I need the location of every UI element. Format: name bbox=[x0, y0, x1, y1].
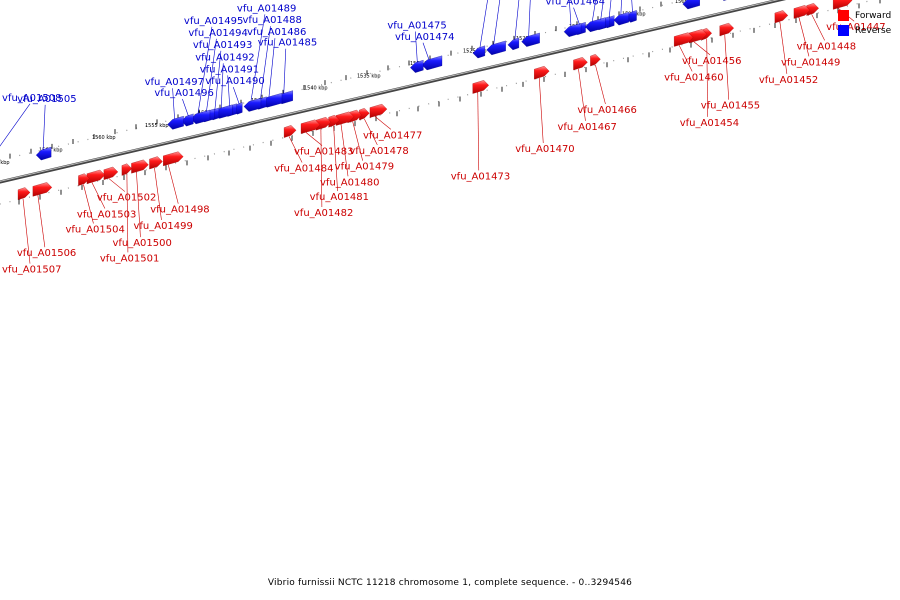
forward-gene-label[interactable]: vfu_A01477 bbox=[363, 130, 422, 141]
forward-gene-label[interactable]: vfu_A01480 bbox=[320, 177, 379, 188]
forward-gene-label[interactable]: vfu_A01455 bbox=[701, 101, 760, 112]
reverse-gene-label[interactable]: vfu_A01474 bbox=[395, 32, 454, 43]
forward-gene[interactable] bbox=[369, 103, 388, 118]
forward-gene-label[interactable]: vfu_A01478 bbox=[349, 146, 408, 157]
tick-label: 1570 kbp bbox=[0, 160, 10, 166]
reverse-gene-label[interactable]: vfu_A01492 bbox=[195, 52, 254, 63]
forward-gene[interactable] bbox=[163, 151, 184, 167]
forward-gene-label[interactable]: vfu_A01467 bbox=[557, 122, 616, 133]
reverse-gene-label[interactable]: vfu_A01496 bbox=[154, 88, 213, 99]
reverse-gene[interactable] bbox=[719, 0, 739, 1]
reverse-gene-label[interactable]: vfu_A01486 bbox=[247, 27, 306, 38]
reverse-gene[interactable] bbox=[167, 115, 184, 130]
reverse-gene-label[interactable]: vfu_A01493 bbox=[193, 40, 252, 51]
forward-gene-label[interactable]: vfu_A01504 bbox=[65, 225, 124, 236]
reverse-gene-label[interactable]: vfu_A01495 bbox=[184, 16, 243, 27]
forward-gene[interactable] bbox=[833, 0, 853, 10]
reverse-gene-label[interactable]: vfu_A01485 bbox=[258, 38, 317, 49]
forward-gene[interactable] bbox=[283, 125, 297, 138]
reverse-gene[interactable] bbox=[35, 146, 52, 161]
forward-gene[interactable] bbox=[806, 3, 819, 16]
forward-gene[interactable] bbox=[573, 57, 588, 71]
forward-gene-label[interactable]: vfu_A01456 bbox=[682, 56, 741, 67]
forward-gene-label[interactable]: vfu_A01454 bbox=[680, 118, 739, 129]
forward-gene[interactable] bbox=[472, 80, 489, 94]
forward-gene[interactable] bbox=[149, 156, 163, 170]
reverse-gene-label[interactable]: vfu_A01505 bbox=[17, 94, 76, 105]
forward-gene-label[interactable]: vfu_A01473 bbox=[451, 171, 510, 182]
forward-gene-label[interactable]: vfu_A01479 bbox=[335, 162, 394, 173]
legend: Forward Reverse bbox=[838, 8, 891, 38]
reverse-gene[interactable] bbox=[682, 0, 700, 10]
forward-gene-label[interactable]: vfu_A01500 bbox=[112, 238, 171, 249]
reverse-gene-label[interactable]: vfu_A01494 bbox=[188, 28, 247, 39]
forward-gene[interactable] bbox=[121, 163, 133, 176]
forward-gene-label[interactable]: vfu_A01470 bbox=[515, 144, 574, 155]
legend-reverse: Reverse bbox=[838, 23, 891, 38]
forward-gene-label[interactable]: vfu_A01483 bbox=[294, 147, 353, 158]
forward-gene[interactable] bbox=[590, 54, 601, 67]
reverse-gene[interactable] bbox=[410, 59, 424, 73]
reverse-gene[interactable] bbox=[507, 37, 520, 51]
forward-gene-label[interactable]: vfu_A01506 bbox=[17, 248, 76, 259]
forward-gene[interactable] bbox=[328, 114, 340, 128]
reverse-gene-label[interactable]: vfu_A01490 bbox=[205, 76, 264, 87]
gene-labels: vfu_A01442vfu_A01443vfu_A01444vfu_A01445… bbox=[0, 0, 886, 276]
reverse-gene-label[interactable]: vfu_A01488 bbox=[242, 15, 301, 26]
forward-gene-label[interactable]: vfu_A01499 bbox=[133, 221, 192, 232]
forward-gene-label[interactable]: vfu_A01484 bbox=[274, 163, 333, 174]
tick-label: 1540 kbp bbox=[304, 86, 328, 92]
forward-gene-label[interactable]: vfu_A01466 bbox=[577, 105, 636, 116]
forward-gene-label[interactable]: vfu_A01502 bbox=[97, 193, 156, 204]
tick-label: 1535 kbp bbox=[357, 73, 381, 79]
reverse-gene[interactable] bbox=[486, 40, 506, 56]
forward-swatch bbox=[838, 10, 849, 21]
forward-gene[interactable] bbox=[300, 119, 321, 134]
forward-gene-label[interactable]: vfu_A01481 bbox=[310, 192, 369, 203]
reverse-gene[interactable] bbox=[472, 45, 486, 59]
forward-gene-label[interactable]: vfu_A01447 bbox=[826, 22, 885, 33]
reverse-gene[interactable] bbox=[243, 97, 262, 112]
forward-gene-label[interactable]: vfu_A01460 bbox=[664, 72, 723, 83]
forward-gene[interactable] bbox=[719, 22, 734, 37]
reverse-gene[interactable] bbox=[585, 17, 606, 32]
reverse-gene-label[interactable]: vfu_A01497 bbox=[145, 77, 204, 88]
forward-gene[interactable] bbox=[17, 187, 31, 200]
legend-forward-label: Forward bbox=[855, 10, 892, 21]
gene-track bbox=[17, 0, 853, 200]
forward-gene-label[interactable]: vfu_A01498 bbox=[150, 205, 209, 216]
legend-reverse-label: Reverse bbox=[855, 25, 892, 36]
forward-gene[interactable] bbox=[793, 5, 811, 19]
forward-gene-label[interactable]: vfu_A01482 bbox=[294, 208, 353, 219]
reverse-gene-label[interactable]: vfu_A01489 bbox=[237, 3, 296, 14]
forward-gene[interactable] bbox=[674, 32, 694, 47]
forward-gene[interactable] bbox=[359, 108, 370, 121]
legend-forward: Forward bbox=[838, 8, 891, 23]
forward-gene[interactable] bbox=[78, 173, 90, 186]
forward-gene[interactable] bbox=[32, 182, 53, 197]
reverse-gene[interactable] bbox=[421, 55, 443, 71]
forward-gene-label[interactable]: vfu_A01507 bbox=[2, 265, 61, 276]
forward-gene-label[interactable]: vfu_A01448 bbox=[797, 41, 856, 52]
reverse-swatch bbox=[838, 25, 849, 36]
tick-label: 1555 kbp bbox=[145, 123, 169, 129]
forward-gene-label[interactable]: vfu_A01452 bbox=[759, 75, 818, 86]
reverse-gene[interactable] bbox=[521, 32, 540, 47]
reverse-gene-label[interactable]: vfu_A01508 bbox=[2, 93, 61, 104]
forward-gene[interactable] bbox=[103, 166, 119, 180]
reverse-gene[interactable] bbox=[613, 11, 630, 26]
forward-gene-label[interactable]: vfu_A01503 bbox=[77, 210, 136, 221]
map-caption: Vibrio furnissii NCTC 11218 chromosome 1… bbox=[267, 578, 633, 588]
forward-gene[interactable] bbox=[534, 65, 550, 80]
reverse-gene-label[interactable]: vfu_A01491 bbox=[200, 64, 259, 75]
reverse-gene-label[interactable]: vfu_A01475 bbox=[387, 21, 446, 32]
forward-gene-label[interactable]: vfu_A01449 bbox=[781, 57, 840, 68]
forward-gene-label[interactable]: vfu_A01501 bbox=[100, 253, 159, 264]
forward-gene[interactable] bbox=[86, 169, 106, 184]
reverse-gene-label[interactable]: vfu_A01464 bbox=[546, 0, 605, 8]
tick-label: 1560 kbp bbox=[92, 135, 116, 141]
forward-gene[interactable] bbox=[131, 159, 149, 174]
forward-gene[interactable] bbox=[774, 10, 789, 24]
